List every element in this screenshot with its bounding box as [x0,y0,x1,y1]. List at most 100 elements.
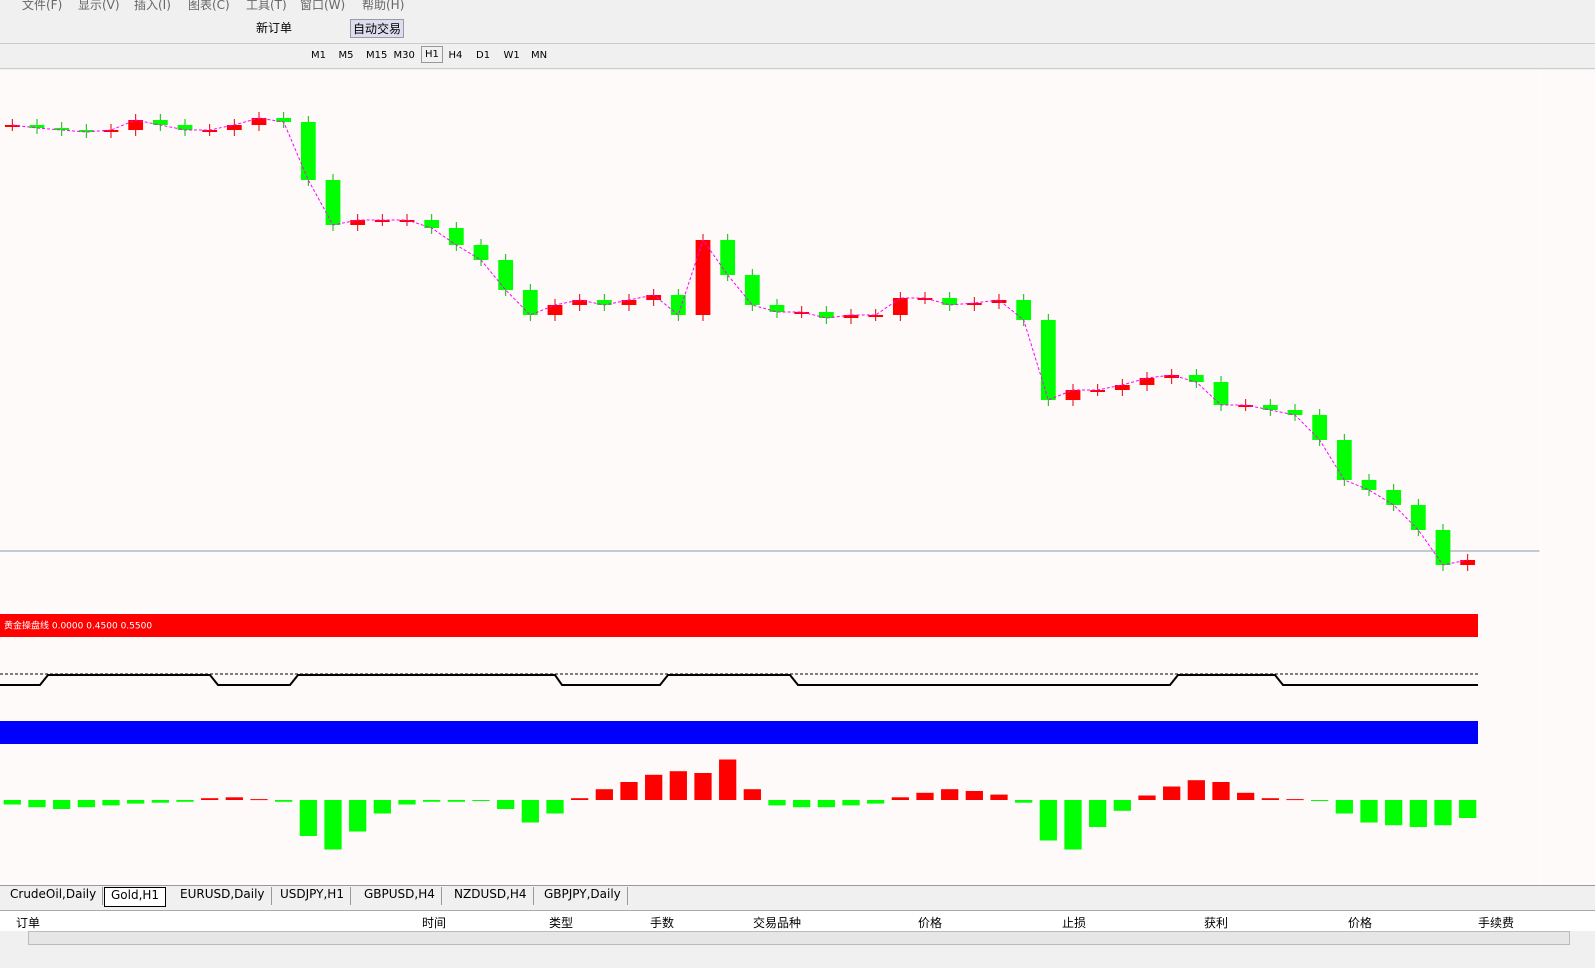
new-order[interactable]: 新订单 [256,21,293,35]
tab[interactable]: Gold,H1 [104,887,167,907]
candle [1435,530,1451,565]
timeframe[interactable]: W1 [503,50,520,61]
candle [202,130,218,132]
histogram-bar [472,800,490,801]
histogram-bar [571,798,589,800]
column-header[interactable]: 类型 [549,916,574,930]
tab[interactable]: GBPJPY,Daily [538,887,628,905]
menu-item[interactable]: 工具(T) [246,0,287,12]
timeframe[interactable]: M15 [366,50,388,61]
toolbar: 新订单 自动交易 [0,15,1595,44]
candle [103,130,119,132]
histogram-bar [1459,800,1477,818]
candle [522,290,538,315]
candle [868,315,884,317]
tab[interactable]: NZDUSD,H4 [448,887,534,905]
histogram-bar [225,797,243,800]
table-header: 订单 时间 类型 手数 交易品种 价格 止损 获利 价格 手续费 [0,910,1595,931]
histogram-bar [1163,786,1181,800]
candle [1336,440,1352,480]
histogram-bar [176,800,194,802]
candle [498,260,514,290]
moving-average [12,117,1468,566]
candle [670,295,686,315]
candle [720,240,736,275]
histogram-bar [990,794,1008,800]
column-header[interactable]: 手数 [650,916,675,930]
column-header[interactable]: 价格 [1348,916,1373,930]
candle [966,303,982,305]
histogram-bar [891,797,909,800]
timeframe[interactable]: H4 [448,50,463,61]
histogram-bar [1286,799,1304,801]
column-header[interactable]: 订单 [16,916,41,930]
histogram-bar [1039,800,1057,841]
candle [350,220,366,225]
histogram-bar [324,800,342,850]
histogram-bar [127,800,145,804]
candle [1164,375,1180,378]
menu-item[interactable]: 窗口(W) [300,0,346,12]
candle [1262,405,1278,410]
candle [991,300,1007,303]
histogram-bar [1434,800,1452,826]
candle [374,220,390,222]
candle [1090,390,1106,392]
histogram-bar [669,771,687,800]
tab[interactable]: CrudeOil,Daily [4,887,104,905]
histogram-bar [1385,800,1403,826]
candle [177,125,193,130]
tab-bar: CrudeOil,Daily Gold,H1 EURUSD,Daily USDJPY,… [0,885,1595,908]
auto-trade[interactable]: 自动交易 [350,19,405,38]
menu-item[interactable]: 显示(V) [78,0,120,12]
candle [769,305,785,312]
column-header[interactable]: 交易品种 [753,916,802,930]
histogram-bar [916,792,934,800]
lower-band [0,721,1478,744]
candle [1016,300,1032,320]
scrollbar[interactable] [28,931,1570,945]
candle [843,315,859,318]
timeframe[interactable]: MN [531,50,548,61]
histogram-bar [299,800,317,836]
candle [448,228,464,245]
histogram-bar [151,800,169,803]
histogram-bar [645,774,663,800]
histogram-bar [423,800,441,802]
candle [424,220,440,228]
timeframe[interactable]: D1 [476,50,491,61]
candle [152,120,168,125]
menu-bar: 文件(F) 显示(V) 插入(I) 图表(C) 工具(T) 窗口(W) 帮助(H) [0,0,1595,14]
histogram-bar [28,800,46,808]
column-header[interactable]: 手续费 [1478,916,1515,930]
column-header[interactable]: 获利 [1204,916,1229,930]
column-header[interactable]: 时间 [422,916,447,930]
tab[interactable]: EURUSD,Daily [174,887,272,905]
tab[interactable]: USDJPY,H1 [274,887,351,905]
menu-item[interactable]: 文件(F) [22,0,63,12]
candle [399,220,415,222]
candle [1460,560,1476,565]
candle [1040,320,1056,400]
histogram-bar [768,800,786,806]
candle [818,312,834,318]
timeframe[interactable]: M5 [338,50,354,61]
candle [473,245,489,260]
histogram-bar [1237,792,1255,800]
menu-item[interactable]: 插入(I) [134,0,171,12]
timeframe[interactable]: H1 [421,46,443,63]
histogram-bar [53,800,71,809]
histogram-bar [1409,800,1427,827]
column-header[interactable]: 止损 [1062,916,1087,930]
column-header[interactable]: 价格 [918,916,943,930]
candle [942,298,958,305]
timeframe[interactable]: M1 [311,50,326,61]
candle [1139,378,1155,385]
menu-item[interactable]: 图表(C) [188,0,230,12]
timeframe[interactable]: M30 [393,50,415,61]
candle [300,122,316,180]
candle [54,128,70,130]
tab[interactable]: GBPUSD,H4 [358,887,442,905]
candle [794,312,810,314]
menu-item[interactable]: 帮助(H) [362,0,405,12]
